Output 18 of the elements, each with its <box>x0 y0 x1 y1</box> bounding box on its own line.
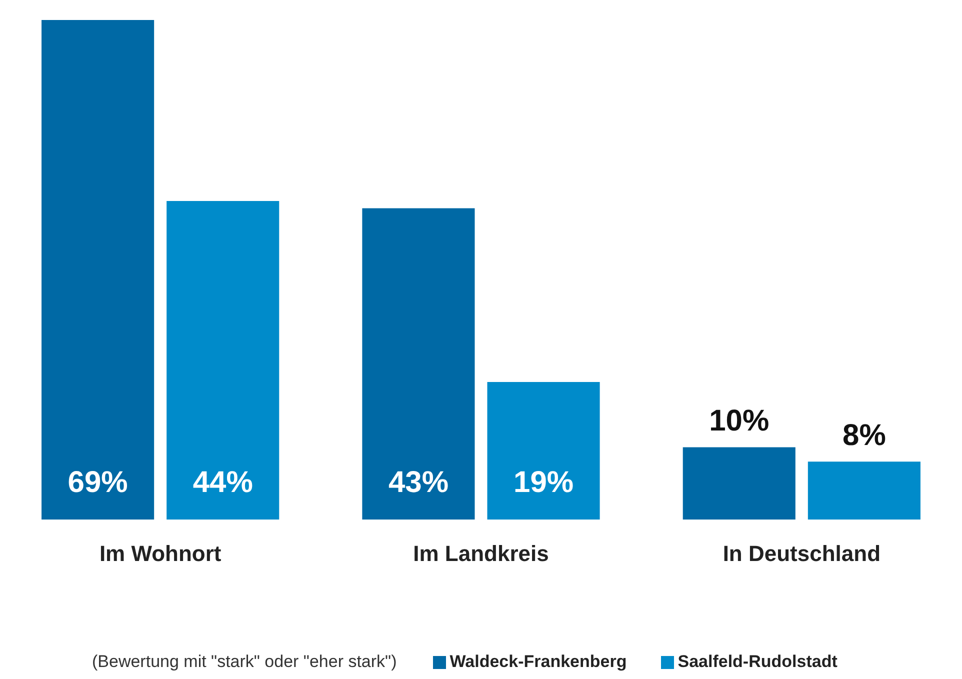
data-label: 43% <box>388 466 448 499</box>
bar <box>808 462 920 520</box>
data-label: 8% <box>842 418 886 452</box>
data-label: 19% <box>514 466 574 499</box>
bar <box>487 382 600 520</box>
x-tick-label: Im Landkreis <box>413 540 549 566</box>
data-label: 69% <box>68 466 128 499</box>
legend-label: Saalfeld-Rudolstadt <box>678 652 838 672</box>
bar <box>682 447 796 520</box>
bar <box>166 201 280 520</box>
legend-label: Waldeck-Frankenberg <box>450 652 627 672</box>
text: (Bewertung mit "stark" oder "eher stark") <box>92 652 397 672</box>
x-tick-label: Im Wohnort <box>99 540 222 566</box>
data-label: 44% <box>192 466 253 499</box>
bar <box>362 208 475 520</box>
bar <box>42 20 154 520</box>
x-tick-label: In Deutschland <box>722 540 881 566</box>
data-label: 10% <box>709 404 770 438</box>
